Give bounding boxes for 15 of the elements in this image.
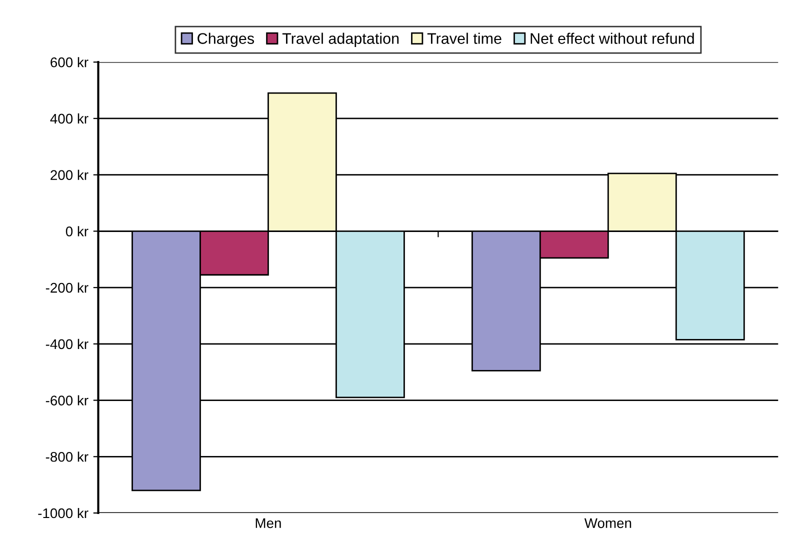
y-tick-label: 400 kr [50,113,88,124]
x-tick-label: Women [584,518,632,528]
legend-label: Net effect without refund [530,32,694,44]
y-tick-label: -600 kr [46,395,88,406]
y-tick-label: -1000 kr [38,508,88,518]
y-tick-label: 600 kr [50,57,88,68]
x-tick-label: Men [256,518,281,528]
y-tick-label: 200 kr [50,170,88,180]
y-tick-label: -800 kr [46,452,88,462]
legend-label: Charges [198,32,254,47]
legend-label: Travel time [427,32,502,44]
y-tick-label: -200 kr [46,282,88,293]
legend-label: Travel adaptation [282,32,399,47]
y-tick-label: -400 kr [46,338,88,350]
y-tick-label: 0 kr [66,226,88,236]
